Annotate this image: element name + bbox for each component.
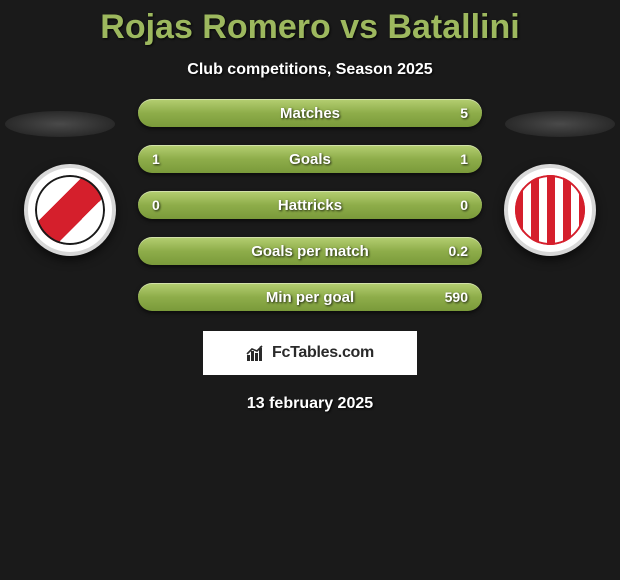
stat-value-right: 0: [460, 197, 468, 213]
crest-circle: [24, 164, 116, 256]
stat-bar-min-per-goal: Min per goal 590: [138, 283, 482, 311]
stat-value-right: 0.2: [449, 243, 468, 259]
stat-label: Goals per match: [251, 243, 369, 260]
chart-icon: [246, 343, 266, 363]
crest-sash-icon: [35, 175, 105, 245]
comparison-stage: Matches 5 1 Goals 1 0 Hattricks 0 Goals …: [0, 99, 620, 311]
stat-label: Matches: [280, 105, 340, 122]
shadow-ellipse-left: [5, 111, 115, 137]
shadow-ellipse-right: [505, 111, 615, 137]
stat-value-left: 0: [152, 197, 160, 213]
stat-bars: Matches 5 1 Goals 1 0 Hattricks 0 Goals …: [138, 99, 482, 311]
team-crest-right: [504, 164, 596, 256]
stat-bar-goals-per-match: Goals per match 0.2: [138, 237, 482, 265]
stat-bar-goals: 1 Goals 1: [138, 145, 482, 173]
brand-box: FcTables.com: [203, 331, 417, 375]
crest-stripes-icon: [515, 175, 585, 245]
stat-value-right: 5: [460, 105, 468, 121]
stat-bar-hattricks: 0 Hattricks 0: [138, 191, 482, 219]
team-crest-left: [24, 164, 116, 256]
stat-label: Goals: [289, 151, 331, 168]
page-title: Rojas Romero vs Batallini: [0, 0, 620, 47]
crest-circle: [504, 164, 596, 256]
brand-text: FcTables.com: [272, 344, 374, 362]
date-label: 13 february 2025: [0, 395, 620, 413]
stat-value-right: 590: [445, 289, 468, 305]
stat-bar-matches: Matches 5: [138, 99, 482, 127]
stat-label: Min per goal: [266, 289, 354, 306]
page-subtitle: Club competitions, Season 2025: [0, 61, 620, 79]
stat-label: Hattricks: [278, 197, 342, 214]
stat-value-left: 1: [152, 151, 160, 167]
stat-value-right: 1: [460, 151, 468, 167]
